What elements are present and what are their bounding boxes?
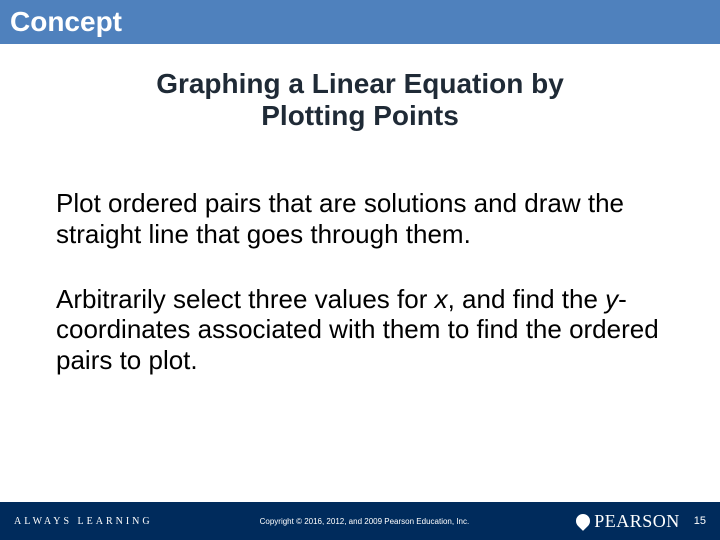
pearson-mark-icon bbox=[573, 511, 593, 531]
header-bar: Concept bbox=[0, 0, 720, 44]
content-area: Graphing a Linear Equation by Plotting P… bbox=[0, 44, 720, 502]
pearson-brand-text: PEARSON bbox=[594, 511, 680, 532]
paragraph-2: Arbitrarily select three values for x, a… bbox=[56, 284, 664, 376]
header-title: Concept bbox=[10, 6, 122, 38]
subtitle: Graphing a Linear Equation by Plotting P… bbox=[56, 68, 664, 132]
slide: Concept Graphing a Linear Equation by Pl… bbox=[0, 0, 720, 540]
para2-a: Arbitrarily select three values for bbox=[56, 284, 435, 314]
para2-b: , and find the bbox=[448, 284, 606, 314]
para1-text: Plot ordered pairs that are solutions an… bbox=[56, 188, 624, 249]
para2-x: x bbox=[435, 284, 448, 314]
footer-copyright: Copyright © 2016, 2012, and 2009 Pearson… bbox=[153, 517, 577, 526]
pearson-logo: PEARSON bbox=[576, 511, 680, 532]
footer-bar: ALWAYS LEARNING Copyright © 2016, 2012, … bbox=[0, 502, 720, 540]
footer-right: PEARSON 15 bbox=[576, 511, 706, 532]
page-number: 15 bbox=[694, 515, 706, 527]
para2-y: y bbox=[605, 284, 618, 314]
subtitle-line1: Graphing a Linear Equation by bbox=[156, 68, 564, 99]
subtitle-line2: Plotting Points bbox=[261, 100, 459, 131]
footer-tagline: ALWAYS LEARNING bbox=[14, 516, 153, 527]
paragraph-1: Plot ordered pairs that are solutions an… bbox=[56, 188, 664, 249]
